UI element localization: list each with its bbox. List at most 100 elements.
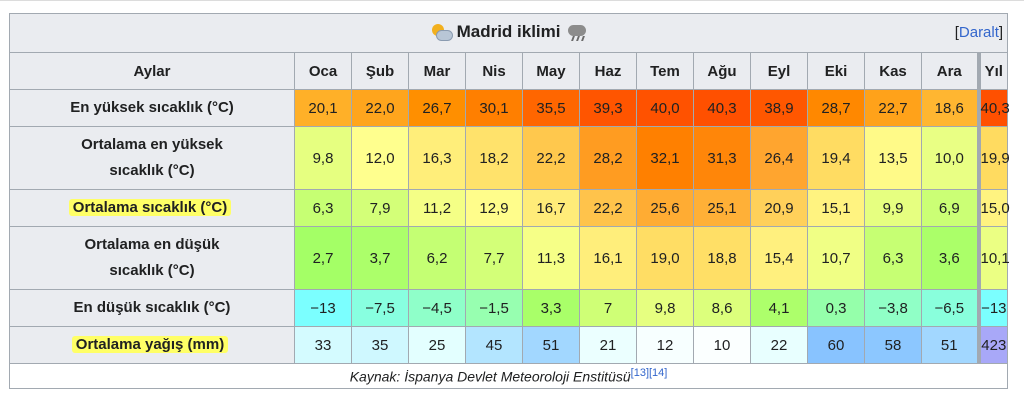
value-cell: 0,3 [807,289,865,327]
value-cell: 7,9 [351,189,409,227]
value-cell: 28,2 [579,126,637,190]
climate-box: Madrid iklimi [Daralt] Aylar Oca Şub Mar Ni… [8,13,1010,389]
value-cell: 20,9 [750,189,808,227]
row-label-text: sıcaklık (°C) [109,262,195,279]
top-divider [0,0,1024,1]
row-label-highlighted: Ortalama sıcaklık (°C) [68,199,232,216]
value-cell: 3,3 [522,289,580,327]
value-cell: 25 [408,326,466,364]
header-month: Nis [465,52,523,90]
header-month: Tem [636,52,694,90]
year-value-cell: 423 [976,326,1009,364]
year-value-cell: 19,9 [976,126,1010,190]
row-label: En yüksek sıcaklık (°C) [9,89,295,127]
value-cell: 11,2 [408,189,466,227]
value-cell: 39,3 [579,89,637,127]
value-cell: 51 [921,326,979,364]
value-cell: 9,8 [636,289,694,327]
value-cell: 9,9 [864,189,922,227]
value-cell: 25,1 [693,189,751,227]
value-cell: 16,7 [522,189,580,227]
table-title: Madrid iklimi [456,21,561,41]
value-cell: 7,7 [465,226,523,290]
collapse-toggle: [Daralt] [954,24,1004,41]
header-month: Eyl [750,52,808,90]
value-cell: 22 [750,326,808,364]
table-row: Ortalama en düşük sıcaklık (°C) 2,7 3,7 6,2 7… [9,226,1010,290]
row-label: Ortalama en düşük sıcaklık (°C) [9,226,295,290]
value-cell: −7,5 [351,289,409,327]
value-cell: 9,8 [294,126,352,190]
value-cell: 18,2 [465,126,523,190]
value-cell: 4,1 [750,289,808,327]
value-cell: −6,5 [921,289,979,327]
value-cell: 60 [807,326,865,364]
value-cell: 58 [864,326,922,364]
value-cell: 6,2 [408,226,466,290]
header-month: Oca [294,52,352,90]
value-cell: −13 [294,289,352,327]
value-cell: 35 [351,326,409,364]
value-cell: 40,0 [636,89,694,127]
value-cell: 10,7 [807,226,865,290]
header-month: Şub [351,52,409,90]
value-cell: 22,7 [864,89,922,127]
table-body: En yüksek sıcaklık (°C) 20,1 22,0 26,7 30,1 3… [9,89,1010,364]
value-cell: −1,5 [465,289,523,327]
header-month: Mar [408,52,466,90]
year-value-cell: 40,3 [976,89,1010,127]
header-year: Yıl [976,52,1009,90]
year-value-cell: −13 [976,289,1009,327]
value-cell: 30,1 [465,89,523,127]
climate-table: Madrid iklimi [Daralt] Aylar Oca Şub Mar Ni… [8,13,1010,389]
row-label-text: En yüksek sıcaklık (°C) [70,99,234,116]
year-value-cell: 15,0 [976,189,1010,227]
value-cell: 51 [522,326,580,364]
value-cell: 26,4 [750,126,808,190]
header-row: Aylar Oca Şub Mar Nis May Haz Tem Ağu Eyl Eki Kas A… [9,52,1009,90]
value-cell: 6,3 [864,226,922,290]
value-cell: 35,5 [522,89,580,127]
value-cell: 22,2 [522,126,580,190]
header-month: Ara [921,52,979,90]
value-cell: 20,1 [294,89,352,127]
table-row: Ortalama yağış (mm) 33 35 25 45 51 21 12 10 22 60 5… [9,326,1009,364]
row-label-text: sıcaklık (°C) [109,162,195,179]
row-label-text: Ortalama en düşük [84,236,220,253]
sun-cloud-icon [431,23,453,41]
source-cell: Kaynak: İspanya Devlet Meteoroloji Ensti… [8,363,1009,389]
value-cell: 18,6 [921,89,979,127]
row-label-highlighted: Ortalama yağış (mm) [71,336,229,353]
header-month: Haz [579,52,637,90]
value-cell: 22,2 [579,189,637,227]
source-text: Kaynak: İspanya Devlet Meteoroloji Ensti… [349,368,631,385]
value-cell: 12 [636,326,694,364]
value-cell: 21 [579,326,637,364]
value-cell: 6,3 [294,189,352,227]
year-value-cell: 10,1 [976,226,1010,290]
rain-cloud-icon [567,23,587,41]
row-label-text: Ortalama en yüksek [81,136,223,153]
table-row: En düşük sıcaklık (°C) −13 −7,5 −4,5 −1,5 3,3… [9,289,1009,327]
collapse-link[interactable]: Daralt [958,24,999,41]
value-cell: 2,7 [294,226,352,290]
value-cell: 33 [294,326,352,364]
value-cell: 26,7 [408,89,466,127]
value-cell: 19,4 [807,126,865,190]
value-cell: 6,9 [921,189,979,227]
value-cell: 19,0 [636,226,694,290]
value-cell: 25,6 [636,189,694,227]
header-month: Kas [864,52,922,90]
value-cell: 3,6 [921,226,979,290]
row-label: Ortalama yağış (mm) [9,326,295,364]
table-row: En yüksek sıcaklık (°C) 20,1 22,0 26,7 30,1 3… [9,89,1010,127]
header-month: Eki [807,52,865,90]
value-cell: 12,0 [351,126,409,190]
value-cell: 28,7 [807,89,865,127]
source-refs[interactable]: [13][14] [630,367,668,380]
value-cell: 31,3 [693,126,751,190]
table-caption: Madrid iklimi [Daralt] [8,13,1009,53]
value-cell: 12,9 [465,189,523,227]
value-cell: −4,5 [408,289,466,327]
table-row: Ortalama sıcaklık (°C) 6,3 7,9 11,2 12,9 16,7… [9,189,1010,227]
